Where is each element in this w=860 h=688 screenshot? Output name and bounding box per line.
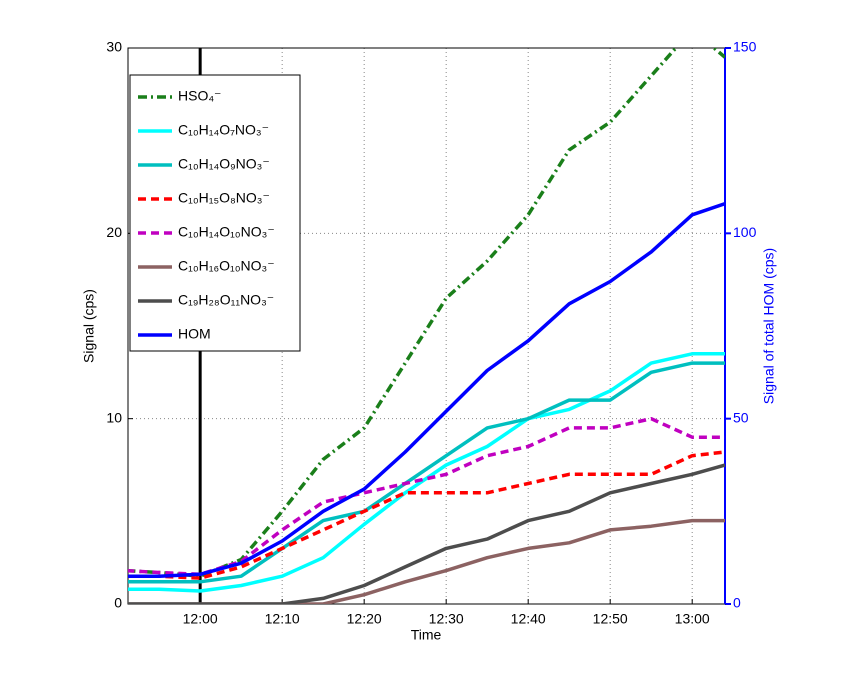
series-line (128, 352, 725, 593)
x-tick-label: 12:30 (429, 611, 464, 627)
series-line (128, 518, 725, 604)
series-line (128, 202, 725, 578)
y2-axis-label: Signal of total HOM (cps) (761, 248, 777, 404)
x-tick-label: 13:00 (675, 611, 710, 627)
series-line (128, 361, 725, 584)
series-line (128, 463, 725, 604)
x-tick-label: 12:20 (347, 611, 382, 627)
y2-tick-label: 0 (733, 595, 741, 611)
y-tick-label: 10 (106, 409, 122, 425)
x-axis-label: Time (411, 627, 442, 643)
legend-box (129, 74, 301, 352)
y2-tick-label: 100 (733, 224, 757, 240)
legend-label: C₁₀H₁₆O₁₀NO₃⁻ (178, 258, 275, 274)
y2-tick-label: 50 (733, 409, 749, 425)
legend-label: C₁₀H₁₄O₉NO₃⁻ (178, 156, 270, 172)
x-tick-label: 12:00 (183, 611, 218, 627)
y-axis-label: Signal (cps) (81, 289, 97, 363)
legend-label: HOM (178, 326, 211, 342)
legend-label: C₁₉H₂₈O₁₁NO₃⁻ (178, 292, 274, 308)
legend-label: C₁₀H₁₄O₁₀NO₃⁻ (178, 224, 275, 240)
legend-label: C₁₀H₁₅O₈NO₃⁻ (178, 190, 270, 206)
y-tick-label: 20 (106, 224, 122, 240)
y-tick-label: 30 (106, 39, 122, 55)
legend-label: C₁₀H₁₄O₇NO₃⁻ (178, 122, 269, 138)
series-line (128, 450, 725, 580)
x-tick-label: 12:10 (265, 611, 300, 627)
y2-tick-label: 150 (733, 39, 757, 55)
series-group (128, 48, 725, 604)
legend-label: HSO₄⁻ (178, 88, 221, 104)
y-tick-label: 0 (114, 595, 122, 611)
x-tick-label: 12:40 (511, 611, 546, 627)
x-tick-label: 12:50 (593, 611, 628, 627)
